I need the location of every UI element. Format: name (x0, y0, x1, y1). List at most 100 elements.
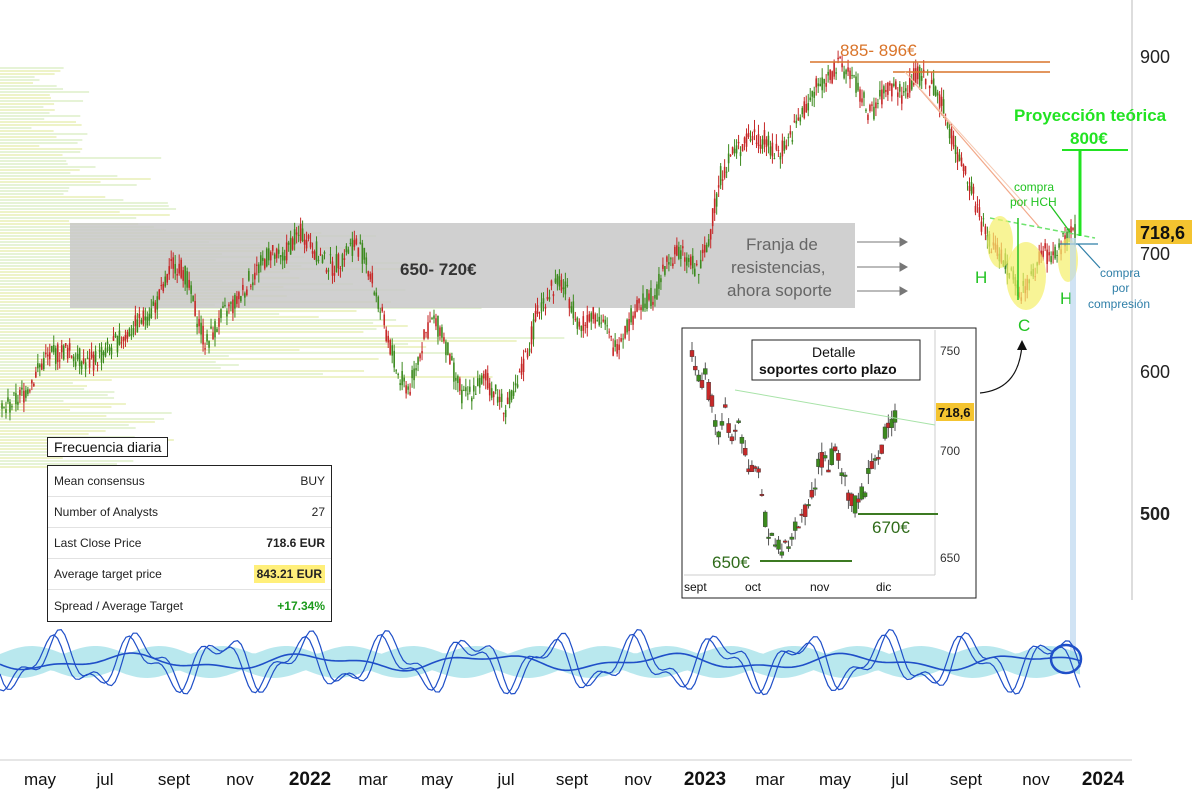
candle-body (801, 107, 804, 115)
price-tick: 600 (1140, 362, 1170, 382)
candle-body (375, 292, 378, 297)
inset-candle-body (806, 504, 811, 507)
candle-body (353, 240, 356, 247)
candle-body (841, 63, 843, 68)
candle-body (299, 223, 302, 241)
inset-candle-body (842, 474, 848, 477)
candle-body (588, 314, 591, 322)
candle-body (88, 357, 91, 368)
candle-body (761, 139, 764, 149)
candle-body (142, 310, 145, 325)
candle-body (540, 302, 543, 312)
candle-body (321, 255, 324, 264)
candle-body (120, 342, 123, 344)
candle-body (363, 247, 366, 260)
candle-body (39, 364, 41, 368)
inset-candle-body (756, 468, 761, 473)
candle-body (313, 251, 316, 260)
candle-body (825, 83, 827, 87)
stats-title: Frecuencia diaria (47, 437, 169, 457)
candle-body (331, 261, 334, 276)
candle-body (3, 406, 5, 408)
candle-body (622, 338, 624, 340)
candle-body (230, 302, 232, 304)
inset-candle-body (876, 456, 881, 460)
candle-body (37, 363, 39, 369)
candle-body (210, 326, 212, 329)
candle-body (978, 207, 981, 217)
candle-body (325, 269, 328, 273)
candle-body (126, 332, 129, 339)
candle-body (954, 145, 957, 155)
candle-body (737, 141, 740, 144)
candle-body (976, 204, 979, 206)
x-tick-label: sept (950, 770, 982, 789)
inset-candles (689, 341, 898, 559)
stats-row-consensus: Mean consensus BUY (48, 466, 331, 497)
candle-body (562, 287, 565, 290)
projection-title: Proyección teórica (1014, 106, 1167, 125)
candle-body (118, 330, 121, 345)
candle-body (168, 266, 171, 275)
candle-body (530, 326, 533, 345)
candle-body (102, 352, 105, 356)
candle-body (498, 396, 501, 403)
candle-body (254, 272, 256, 280)
inset-candle-body (709, 395, 715, 407)
candle-body (709, 229, 712, 240)
candle-body (43, 358, 45, 370)
signal-marker (1070, 238, 1076, 658)
candle-body (1046, 249, 1048, 265)
candle-body (771, 142, 774, 157)
candle-body (652, 301, 654, 305)
inset-candle-body (832, 446, 838, 451)
candle-body (62, 345, 65, 360)
candle-body (638, 298, 640, 304)
x-tick-label: nov (624, 770, 652, 789)
candle-body (1074, 224, 1076, 238)
candle-body (803, 101, 806, 119)
candle-body (524, 350, 527, 352)
inset-candle-body (733, 429, 738, 432)
candle-body (859, 89, 861, 102)
candle-body (451, 356, 453, 361)
candle-body (148, 313, 151, 321)
candle-body (873, 106, 875, 120)
inset-x-tick: dic (876, 580, 891, 594)
inset-candle-body (782, 540, 788, 543)
candle-body (78, 348, 81, 367)
candle-body (620, 338, 622, 342)
candle-body (319, 254, 322, 256)
x-tick-label: mar (358, 770, 388, 789)
candle-body (21, 387, 23, 390)
candle-body (246, 289, 248, 296)
inset-last-badge (936, 403, 974, 421)
candle-body (668, 262, 670, 265)
candle-body (680, 250, 682, 259)
candle-body (323, 251, 326, 254)
candle-body (349, 242, 352, 244)
candle-body (662, 264, 664, 269)
candle-body (226, 310, 228, 317)
candle-body (1048, 252, 1050, 256)
inset-candle-body (689, 350, 695, 357)
candle-body (52, 345, 55, 353)
candle-body (512, 390, 515, 396)
candle-body (731, 147, 734, 154)
candle-body (902, 91, 905, 93)
candle-body (861, 98, 863, 103)
candle-body (188, 279, 190, 288)
candle-body (566, 284, 569, 286)
inset-candle-body (872, 458, 878, 461)
candle-body (27, 389, 29, 394)
candle-body (335, 254, 338, 273)
candle-body (327, 270, 330, 272)
candle-body (705, 244, 708, 253)
candle-body (94, 351, 97, 363)
candle-body (765, 139, 768, 148)
zone-note: Franja de (746, 235, 818, 254)
candle-body (755, 142, 758, 144)
candle-body (538, 312, 541, 314)
candle-body (5, 409, 7, 414)
candle-body (785, 145, 788, 149)
